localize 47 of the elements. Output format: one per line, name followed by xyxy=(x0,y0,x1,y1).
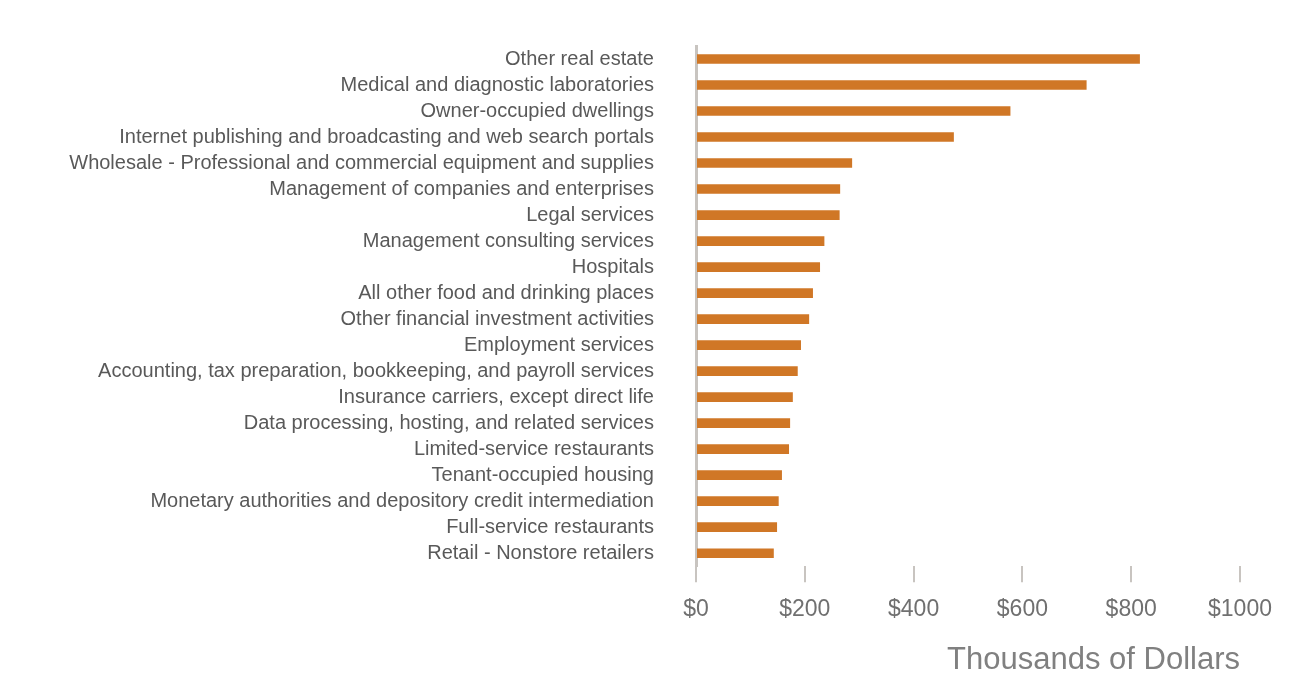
bar xyxy=(697,158,853,168)
bar xyxy=(697,106,1011,116)
y-tick-label: Employment services xyxy=(463,332,654,355)
y-tick-label: All other food and drinking places xyxy=(358,280,654,303)
bar xyxy=(697,366,798,376)
bar xyxy=(697,210,840,220)
bar xyxy=(697,288,813,298)
bar xyxy=(697,340,801,350)
bar xyxy=(697,470,782,480)
x-tick-label: $1000 xyxy=(1208,595,1272,622)
y-tick-label: Monetary authorities and depository credit intermediation xyxy=(150,488,654,511)
x-tick-label: $800 xyxy=(1105,595,1157,622)
y-tick-label: Other financial investment activities xyxy=(340,306,654,329)
bar xyxy=(697,496,779,506)
y-tick-label: Insurance carriers, except direct life xyxy=(338,384,654,407)
y-tick-label: Hospitals xyxy=(571,254,654,277)
x-axis-title: Thousands of Dollars xyxy=(947,640,1240,676)
bar xyxy=(697,262,821,272)
x-tick-label: $0 xyxy=(683,595,709,622)
y-tick-label: Owner-occupied dwellings xyxy=(420,98,654,121)
y-tick-label: Tenant-occupied housing xyxy=(431,462,654,485)
bar xyxy=(697,314,810,324)
y-tick-label: Retail - Nonstore retailers xyxy=(427,540,654,563)
x-tick-label: $200 xyxy=(779,595,831,622)
y-tick-label: Full-service restaurants xyxy=(446,514,654,537)
y-tick-label: Other real estate xyxy=(505,46,654,69)
y-tick-label: Accounting, tax preparation, bookkeeping, and payroll services xyxy=(98,358,654,381)
bar xyxy=(697,80,1087,90)
y-tick-label: Limited-service restaurants xyxy=(413,436,654,459)
bar xyxy=(697,548,774,559)
bar xyxy=(697,392,793,402)
y-tick-label: Internet publishing and broadcasting and web search portals xyxy=(119,124,654,147)
bar xyxy=(697,132,954,142)
y-tick-label: Legal services xyxy=(526,202,654,225)
bar xyxy=(697,418,791,428)
bar xyxy=(697,236,825,246)
y-tick-label: Management of companies and enterprises xyxy=(269,176,654,199)
x-tick-label: $400 xyxy=(888,595,940,622)
bar xyxy=(697,184,841,194)
bar xyxy=(697,522,778,532)
y-tick-label: Management consulting services xyxy=(362,228,654,251)
bar xyxy=(697,444,790,454)
y-tick-label: Data processing, hosting, and related services xyxy=(243,410,654,433)
x-tick-label: $600 xyxy=(996,595,1048,622)
bar xyxy=(697,54,1140,64)
y-tick-label: Medical and diagnostic laboratories xyxy=(340,72,654,95)
y-tick-label: Wholesale - Professional and commercial equipment and supplies xyxy=(69,150,654,173)
